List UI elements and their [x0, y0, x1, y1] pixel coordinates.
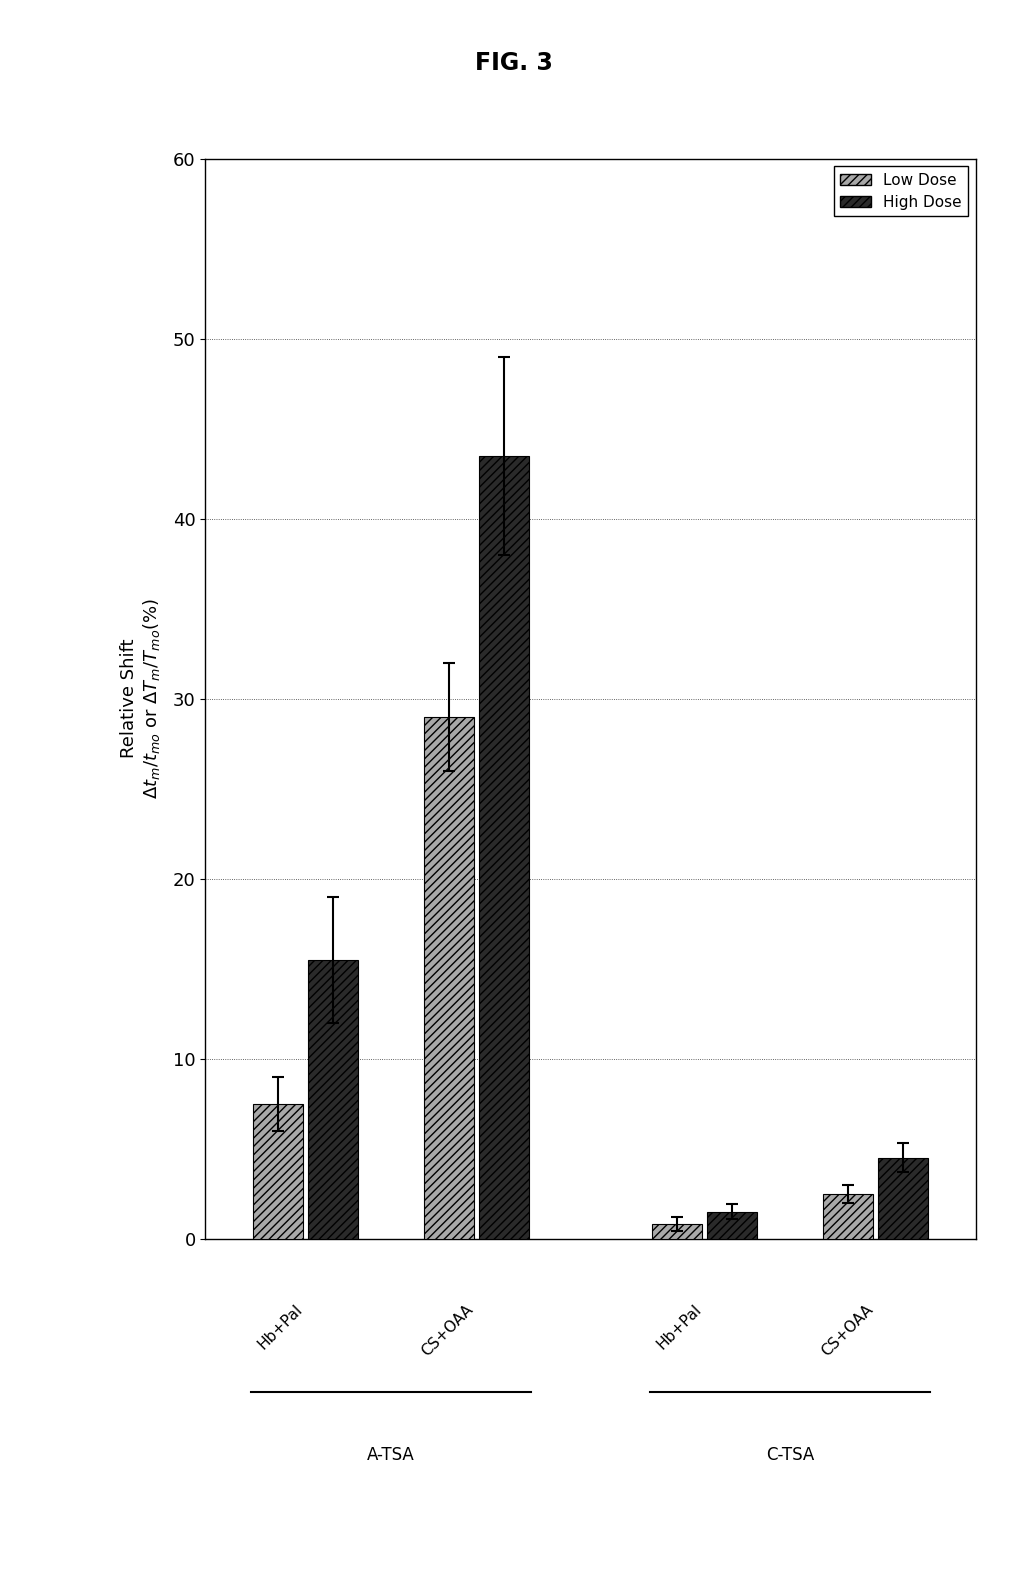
Text: C-TSA: C-TSA — [766, 1445, 814, 1464]
Bar — [424, 716, 473, 1239]
Text: Hb+Pal: Hb+Pal — [255, 1302, 305, 1351]
Bar — [878, 1158, 928, 1239]
Text: CS+OAA: CS+OAA — [419, 1302, 477, 1359]
Bar — [824, 1194, 873, 1239]
Text: FIG. 3: FIG. 3 — [474, 51, 553, 75]
Bar — [308, 959, 357, 1239]
Bar — [479, 456, 529, 1239]
Text: CS+OAA: CS+OAA — [819, 1302, 876, 1359]
Y-axis label: Relative Shift
Δ$t_m$/$t_{mo}$ or Δ$T_m$/$T_{mo}$(%): Relative Shift Δ$t_m$/$t_{mo}$ or Δ$T_m$… — [119, 599, 162, 799]
Bar — [652, 1224, 702, 1239]
Text: A-TSA: A-TSA — [367, 1445, 415, 1464]
Text: Hb+Pal: Hb+Pal — [654, 1302, 705, 1351]
Bar — [708, 1212, 757, 1239]
Bar — [253, 1104, 303, 1239]
Legend: Low Dose, High Dose: Low Dose, High Dose — [834, 167, 968, 216]
